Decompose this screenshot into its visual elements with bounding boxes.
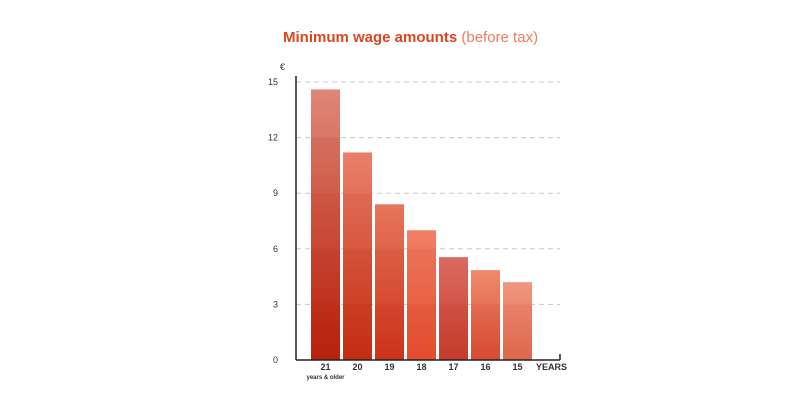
y-axis-label: € (280, 62, 285, 72)
x-tick-label: 20 (352, 362, 362, 372)
bar-16 (471, 270, 500, 360)
bar-band (471, 304, 500, 360)
chart-title-sub: (before tax) (461, 29, 539, 46)
x-tick-label: 15 (512, 362, 522, 372)
bar-15 (503, 282, 532, 360)
bar-band (343, 193, 372, 360)
x-tick-sublabel: years & older (306, 375, 345, 381)
bar-19 (375, 204, 404, 360)
bar-band (375, 248, 404, 360)
x-tick-label: 19 (384, 362, 394, 372)
bar-18 (407, 230, 436, 360)
chart-title: Minimum wage amounts (before tax) (283, 29, 538, 46)
x-tick-label: 17 (448, 362, 458, 372)
x-tick-label: 16 (480, 362, 490, 372)
bar-band (439, 304, 468, 360)
y-tick-label: 15 (268, 77, 278, 87)
x-axis-label: YEARS (536, 362, 567, 372)
bar-band (407, 304, 436, 360)
bar-band (503, 304, 532, 360)
y-tick-label: 3 (273, 299, 278, 309)
axes (295, 76, 561, 361)
bar-band (343, 248, 372, 360)
bar-band (407, 248, 436, 360)
bar-band (311, 193, 340, 360)
bar-17 (439, 257, 468, 360)
x-tick-label: 18 (416, 362, 426, 372)
y-tick-label: 0 (273, 355, 278, 365)
x-tick-label: 21 (320, 362, 330, 372)
bar-band (375, 304, 404, 360)
bar-band (311, 304, 340, 360)
bar-20 (343, 152, 372, 360)
bar-21 (311, 89, 340, 360)
y-tick-label: 9 (273, 188, 278, 198)
chart-title-main: Minimum wage amounts (283, 29, 458, 46)
x-tick-labels: 21 years & older 20 19 18 17 16 15 (306, 362, 522, 381)
y-tick-label: 12 (268, 133, 278, 143)
y-tick-labels: 0 3 6 9 12 15 (268, 77, 278, 365)
bars (311, 89, 532, 360)
bar-band (311, 137, 340, 360)
bar-band (311, 248, 340, 360)
bar-band (343, 304, 372, 360)
y-tick-label: 6 (273, 244, 278, 254)
